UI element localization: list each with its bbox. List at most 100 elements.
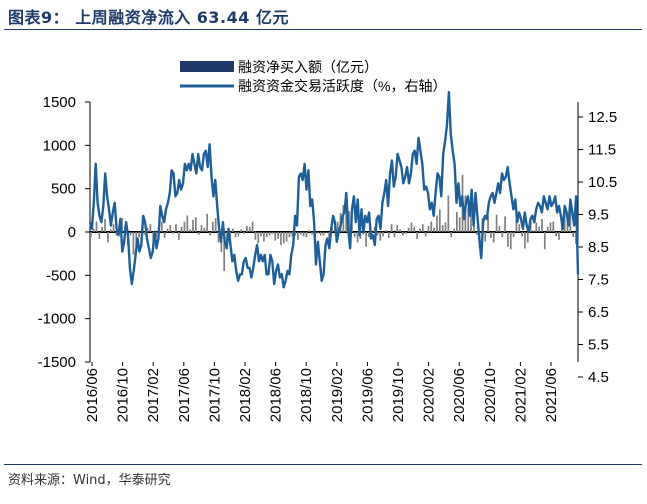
net-buy-bar: [104, 219, 106, 232]
x-tick-label: 2017/10: [206, 368, 223, 422]
net-buy-bar: [509, 232, 512, 250]
net-buy-bar: [433, 227, 435, 232]
x-tick-label: 2017/06: [176, 368, 193, 422]
net-buy-bar: [410, 222, 413, 232]
net-buy-bar: [180, 226, 183, 232]
net-buy-bar: [268, 232, 271, 236]
activity-line: [88, 90, 580, 289]
net-buy-bar: [365, 232, 367, 247]
net-buy-bar: [217, 232, 220, 243]
net-buy-bar: [183, 221, 186, 232]
net-buy-bar: [441, 225, 444, 232]
net-buy-bar: [376, 232, 379, 236]
net-buy-bar: [98, 232, 101, 239]
net-buy-bar: [95, 221, 98, 232]
net-buy-bar: [251, 221, 254, 232]
net-buy-bar: [115, 232, 118, 236]
net-buy-bar: [424, 232, 427, 237]
net-buy-bar: [521, 232, 523, 237]
net-buy-bar: [169, 225, 172, 232]
net-buy-bar: [526, 232, 529, 243]
net-buy-bar: [186, 215, 189, 232]
net-buy-bar: [524, 232, 526, 249]
net-buy-bar: [396, 225, 399, 232]
net-buy-bar: [129, 232, 132, 236]
net-buy-bar: [271, 232, 274, 234]
net-buy-bar: [107, 232, 109, 243]
net-buy-bar: [484, 232, 487, 242]
net-buy-bar: [430, 221, 433, 232]
net-buy-bar: [265, 232, 268, 238]
net-buy-bar: [263, 232, 265, 242]
left-tick-label: 0: [68, 224, 76, 241]
net-buy-bar: [436, 215, 438, 232]
net-buy-bar: [291, 232, 294, 237]
x-tick-label: 2020/10: [482, 368, 499, 422]
net-buy-bar: [368, 232, 370, 238]
net-buy-bar: [302, 232, 305, 237]
net-buy-bar: [254, 232, 257, 240]
right-tick-label: 4.5: [588, 369, 609, 386]
net-buy-bar: [214, 218, 217, 232]
right-axis: 12.5 11.5 10.5 9.5 8.5 7.5 6.5 5.5 4.5: [577, 102, 617, 386]
net-buy-bar: [322, 232, 325, 236]
net-buy-bar: [160, 221, 163, 232]
net-buy-bar: [541, 219, 543, 232]
net-buy-bar: [132, 232, 135, 255]
right-tick-label: 12.5: [588, 109, 617, 126]
net-buy-bar: [387, 232, 390, 239]
net-buy-bar: [447, 195, 450, 232]
net-buy-bar: [569, 206, 572, 232]
net-buy-bar: [356, 232, 359, 243]
net-buy-bar: [197, 232, 200, 235]
left-tick-label: -1000: [38, 311, 76, 328]
net-buy-bar: [311, 232, 313, 235]
net-buy-bar: [563, 214, 566, 232]
net-buy-bar: [404, 232, 407, 234]
net-buy-bar: [558, 232, 560, 240]
net-buy-bar: [450, 232, 453, 238]
x-tick-label: 2018/06: [268, 368, 285, 422]
left-tick-label: 1500: [43, 94, 76, 111]
x-tick-label: 2021/06: [543, 368, 560, 422]
net-buy-bar: [348, 211, 350, 232]
left-axis: 1500 1000 500 0 -500 -1000 -1500: [38, 94, 91, 371]
net-buy-bar: [146, 227, 149, 232]
net-buy-bar: [109, 229, 112, 232]
net-buy-bar: [402, 232, 404, 236]
net-buy-bar: [163, 232, 166, 239]
net-buy-bar: [209, 232, 211, 236]
net-buy-bar: [379, 232, 382, 241]
x-tick-label: 2020/02: [421, 368, 438, 422]
net-buy-bar: [285, 232, 288, 242]
net-buy-bar: [200, 225, 203, 232]
right-tick-label: 5.5: [588, 337, 609, 354]
net-buy-bar: [492, 232, 495, 243]
net-buy-bar: [240, 229, 243, 232]
net-buy-bar: [175, 224, 177, 232]
net-buy-bar: [138, 232, 140, 238]
net-buy-bar: [112, 224, 115, 232]
net-buy-bar: [549, 222, 552, 232]
net-buy-bar: [203, 227, 206, 232]
net-buy-bar: [101, 226, 104, 232]
net-buy-bar: [382, 232, 384, 237]
net-buy-bar: [362, 232, 365, 235]
net-buy-bar: [572, 232, 575, 238]
net-buy-bar: [243, 232, 245, 234]
net-buy-bar: [325, 232, 328, 233]
net-buy-bar: [223, 232, 226, 271]
net-buy-bar: [260, 232, 262, 237]
net-buy-bar: [308, 230, 311, 232]
right-tick-label: 8.5: [588, 239, 609, 256]
net-buy-bar: [206, 213, 209, 232]
net-buy-bar: [336, 221, 339, 232]
net-buy-bar: [231, 228, 234, 232]
x-tick-label: 2016/06: [84, 368, 101, 422]
source-note: 资料来源：Wind，华泰研究: [8, 473, 171, 488]
net-buy-bar: [257, 232, 260, 244]
net-buy-bar: [212, 221, 214, 232]
right-tick-label: 10.5: [588, 174, 617, 191]
net-buy-bar: [299, 232, 302, 235]
net-buy-bar: [297, 232, 299, 240]
